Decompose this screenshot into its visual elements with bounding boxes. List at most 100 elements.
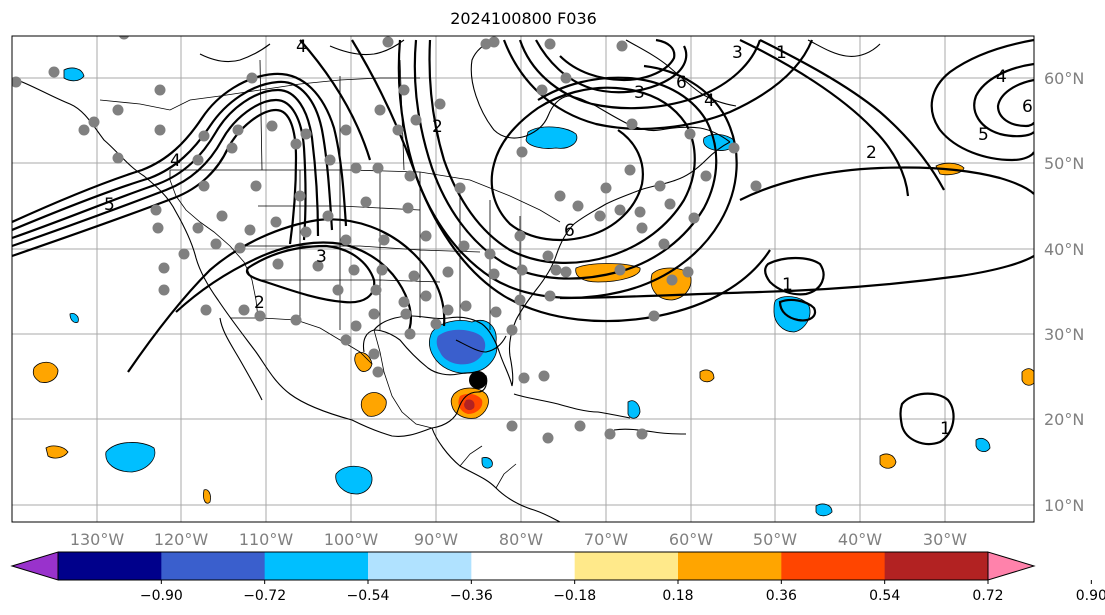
contour-label: 3 [634, 83, 645, 103]
anomaly-pacific-2 [105, 442, 156, 473]
anomaly-atlantic-9 [815, 503, 833, 517]
anomaly-pacific-6 [481, 457, 493, 469]
anomaly-mexico-2 [354, 352, 373, 372]
colorbar-tick-label: 0.90 [1076, 588, 1105, 604]
station-dot [158, 262, 170, 274]
station-dot [682, 266, 694, 278]
contour-line-2 [12, 88, 320, 240]
station-dot [348, 264, 360, 276]
colorbar-segment [58, 552, 162, 580]
contour-line-8 [245, 244, 376, 304]
lat-label: 10°N [1044, 496, 1084, 515]
contour-label: 6 [564, 221, 575, 241]
station-dot [636, 428, 648, 440]
anomaly-pacific-1 [335, 465, 373, 495]
station-dot [382, 36, 394, 48]
station-dot [518, 372, 530, 384]
station-dot [614, 204, 626, 216]
colorbar: −0.90 −0.72 −0.54 −0.36 −0.18 0.18 0.36 0.54 0.7… [10, 551, 1105, 604]
arctic-coast-2 [329, 39, 405, 56]
contour-label: 4 [704, 91, 715, 111]
contour-line-13 [299, 39, 372, 161]
station-dot [750, 180, 762, 192]
station-dot [634, 206, 646, 218]
station-dot [272, 258, 284, 270]
anomaly-atlantic-1 [773, 296, 811, 333]
labrador [625, 39, 737, 107]
station-dot [636, 222, 648, 234]
station-dot [322, 210, 334, 222]
station-dot [238, 304, 250, 316]
station-dot [624, 164, 636, 176]
colorbar-segment [368, 552, 472, 580]
station-dot [664, 198, 676, 210]
lat-label: 60°N [1044, 69, 1084, 88]
station-dot [350, 320, 362, 332]
station-dot [574, 420, 586, 432]
station-dot [370, 284, 382, 296]
central-america-borders [459, 445, 517, 489]
station-dot [400, 308, 412, 320]
station-dot [420, 290, 432, 302]
colorbar-segment [161, 552, 266, 580]
station-dot [112, 104, 124, 116]
station-dot [654, 180, 666, 192]
contour-line-1 [12, 80, 334, 232]
station-dot [542, 250, 554, 262]
contour-line-12 [351, 39, 771, 323]
lon-label: 60°W [669, 530, 713, 549]
contour-line-20 [764, 256, 825, 296]
colorbar-segment [264, 552, 369, 580]
station-dot [158, 284, 170, 296]
florida-panhandle [455, 335, 507, 353]
anomaly-atlantic-4 [1021, 368, 1034, 386]
canada-provinces-1 [99, 77, 420, 111]
station-dot [210, 238, 222, 250]
map-area: 2 3 4 5 6 6 3 4 1 2 4 5 6 1 3 2 1 4 [11, 35, 1035, 523]
station-dot [226, 142, 238, 154]
station-dot [516, 264, 528, 276]
contour-line-6 [127, 218, 446, 373]
station-dots [12, 36, 762, 444]
contour-line-3 [12, 98, 307, 248]
station-dot [458, 240, 470, 252]
gulf-of-mexico-south [362, 329, 488, 411]
hudson-bay-region [470, 39, 731, 143]
longitude-labels: 130°W 120°W 110°W 100°W 90°W 80°W 70°W 6… [70, 530, 967, 549]
colorbar-segment [781, 552, 886, 580]
lon-label: 100°W [324, 530, 379, 549]
station-dot [246, 72, 258, 84]
station-dot [234, 242, 246, 254]
station-dot [600, 182, 612, 194]
station-dot [544, 38, 556, 50]
station-dot [266, 120, 278, 132]
contour-label: 1 [782, 275, 793, 295]
contour-label: 6 [1022, 97, 1033, 117]
contour-label: 4 [996, 67, 1007, 87]
station-dot [490, 306, 502, 318]
station-dot [442, 304, 454, 316]
station-dot [270, 216, 282, 228]
storm-center-marker [469, 371, 487, 389]
contour-line-22 [899, 392, 955, 446]
contour-label: 2 [254, 293, 265, 313]
station-dot [198, 130, 210, 142]
mexico-states [373, 329, 433, 429]
contour-label: 2 [432, 117, 443, 137]
anomaly-mexico-1 [360, 392, 387, 417]
anomaly-quebec [525, 126, 578, 149]
station-dot [648, 310, 660, 322]
lon-label: 80°W [499, 530, 543, 549]
colorbar-tick-label: −0.72 [243, 588, 286, 604]
contour-label: 5 [104, 195, 115, 215]
station-dot [372, 366, 384, 378]
western-states [169, 170, 259, 319]
station-dot [300, 226, 312, 238]
station-dot [408, 270, 420, 282]
colorbar-labels: −0.90 −0.72 −0.54 −0.36 −0.18 0.18 0.36 0.54 0.7… [140, 580, 1105, 604]
colorbar-tick-label: 0.72 [972, 588, 1003, 604]
us-canada-border [170, 169, 561, 223]
station-dot [398, 296, 410, 308]
contour-line-10 [413, 39, 718, 280]
